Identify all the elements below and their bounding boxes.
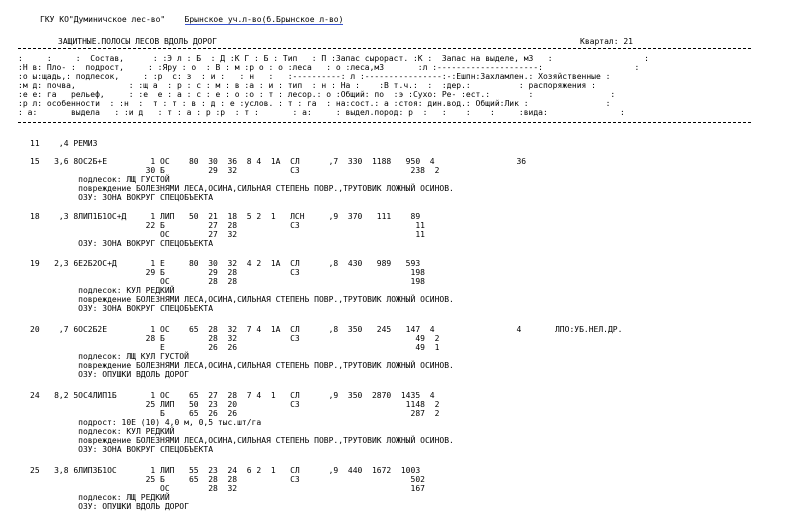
quarter-label: Квартал: 21: [580, 37, 633, 46]
record-line: подлесок: КУЛ РЕДКИЙ: [30, 427, 175, 436]
record-line: подлесок: ЛЩ РЕДКИЙ: [30, 493, 170, 502]
record-line: ОС 28 28 198: [30, 277, 425, 286]
record-line: ОС 28 32 167: [30, 484, 425, 493]
org-name: ГКУ КО"Думиничское лес-во": [40, 15, 166, 24]
record-line: подрост: 10Е (10) 4,0 м, 0,5 тыс.шт/га: [30, 418, 262, 427]
record-line: 28 Б 28 32 С3 49 2: [30, 334, 440, 343]
record-line: 22 Б 27 28 С3 11: [30, 221, 425, 230]
header-line: ГКУ КО"Думиничское лес-во" Брынское уч.л…: [40, 15, 811, 25]
record-line: ОЗУ: ОПУШКИ ВДОЛЬ ДОРОГ: [30, 370, 189, 379]
table-header-line: : а: выдела : :и д : т : а : р :р : т : …: [18, 108, 625, 117]
table-header-line: :м д: почва, : :щ а : р : с : м : в :а :…: [18, 81, 596, 90]
record-line: 15 3,6 8ОС2Б+Е 1 ОС 80 30 36 8 4 1А СЛ ,…: [30, 157, 527, 166]
record-line: 19 2,3 6Е2Б2ОС+Д 1 Е 80 30 32 4 2 1А СЛ …: [30, 259, 421, 268]
record-line: повреждение БОЛЕЗНЯМИ ЛЕСА,ОСИНА,СИЛЬНАЯ…: [30, 295, 454, 304]
record-line: подлесок: КУЛ РЕДКИЙ: [30, 286, 175, 295]
record-line: 29 Б 29 28 С3 198: [30, 268, 425, 277]
record-line: 11 ,4 РЕМИЗ: [30, 139, 98, 148]
record-line: ОЗУ: ЗОНА ВОКРУГ СПЕЦОБЪЕКТА: [30, 445, 214, 454]
record-line: 30 Б 29 32 С3 238 2: [30, 166, 440, 175]
header-top-separator: [18, 48, 751, 49]
report-title: ЗАЩИТНЫЕ.ПОЛОСЫ ЛЕСОВ ВДОЛЬ ДОРОГ: [58, 37, 217, 46]
record-line: повреждение БОЛЕЗНЯМИ ЛЕСА,ОСИНА,СИЛЬНАЯ…: [30, 361, 454, 370]
record-line: ОС 27 32 11: [30, 230, 425, 239]
record-line: ОЗУ: ОПУШКИ ВДОЛЬ ДОРОГ: [30, 502, 189, 511]
forestry-name: Брынское уч.л-во(б.Брынское л-во): [184, 15, 344, 25]
header-bottom-separator: [18, 122, 751, 123]
table-header-line: :о ы:щадь,: подлесок, : :р с: з : и : : …: [18, 72, 611, 81]
record-line: 25 ЛИП 50 23 20 С3 1148 2: [30, 400, 440, 409]
record-line: 20 ,7 6ОС2Б2Е 1 ОС 65 28 32 7 4 1А СЛ ,8…: [30, 325, 623, 334]
record-line: 24 8,2 5ОС4ЛИП1Б 1 ОС 65 27 28 7 4 1 СЛ …: [30, 391, 435, 400]
table-header-line: : : : Состав, : :Э л : Б : Д :К Г : Б : …: [18, 54, 649, 63]
record-line: повреждение БОЛЕЗНЯМИ ЛЕСА,ОСИНА,СИЛЬНАЯ…: [30, 436, 454, 445]
record-line: ОЗУ: ЗОНА ВОКРУГ СПЕЦОБЪЕКТА: [30, 304, 214, 313]
record-line: подлесок: ЛЩ КУЛ ГУСТОЙ: [30, 352, 189, 361]
table-header-line: :Н в: Пло- : подрост, : :Яру : о : В : м…: [18, 63, 640, 72]
record-line: 18 ,3 8ЛИП1Б1ОС+Д 1 ЛИП 50 21 18 5 2 1 Л…: [30, 212, 421, 221]
record-line: 25 Б 65 28 28 С3 502: [30, 475, 425, 484]
record-line: повреждение БОЛЕЗНЯМИ ЛЕСА,ОСИНА,СИЛЬНАЯ…: [30, 184, 454, 193]
record-line: подлесок: ЛЩ ГУСТОЙ: [30, 175, 170, 184]
table-header-line: :е е: га рельеф, : :е е : а : с : е : о …: [18, 90, 616, 99]
record-line: ОЗУ: ЗОНА ВОКРУГ СПЕЦОБЪЕКТА: [30, 239, 214, 248]
record-line: 25 3,8 6ЛИП3Б1ОС 1 ЛИП 55 23 24 6 2 1 СЛ…: [30, 466, 421, 475]
record-line: Б 65 26 26 287 2: [30, 409, 440, 418]
record-line: Е 26 26 49 1: [30, 343, 440, 352]
record-line: ОЗУ: ЗОНА ВОКРУГ СПЕЦОБЪЕКТА: [30, 193, 214, 202]
table-header-line: :р л: особенности : :н : т : т : в : д :…: [18, 99, 611, 108]
